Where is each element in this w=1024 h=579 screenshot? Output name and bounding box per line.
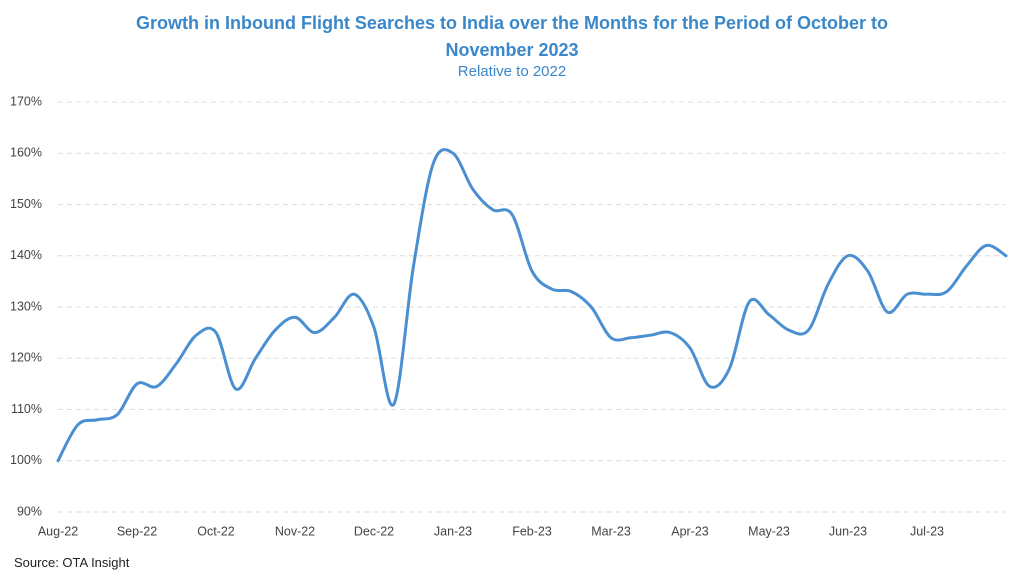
y-tick-label: 150% [10,197,42,211]
y-tick-label: 170% [10,94,42,108]
y-tick-label: 90% [17,504,42,518]
x-tick-label: Nov-22 [275,524,315,538]
x-tick-label: Sep-22 [117,524,157,538]
chart-subtitle: Relative to 2022 [457,63,567,80]
y-tick-label: 140% [10,248,42,262]
x-tick-label: Mar-23 [591,524,631,538]
x-tick-label: Dec-22 [354,524,394,538]
x-tick-label: Feb-23 [512,524,552,538]
y-tick-label: 120% [10,351,42,365]
x-tick-label: Apr-23 [671,524,709,538]
x-tick-label: May-23 [748,524,790,538]
x-tick-label: Jan-23 [434,524,472,538]
x-tick-label: Jul-23 [910,524,944,538]
chart-title: Growth in Inbound Flight Searches to Ind… [135,13,888,60]
y-tick-label: 160% [10,146,42,160]
y-tick-label: 110% [11,402,42,416]
y-tick-label: 130% [10,299,42,313]
data-line [56,148,1008,463]
y-tick-label: 100% [10,453,42,467]
source-note: Source: OTA Insight [14,555,130,570]
x-tick-label: Aug-22 [38,524,78,538]
x-tick-label: Jun-23 [829,524,867,538]
x-tick-label: Oct-22 [197,524,235,538]
